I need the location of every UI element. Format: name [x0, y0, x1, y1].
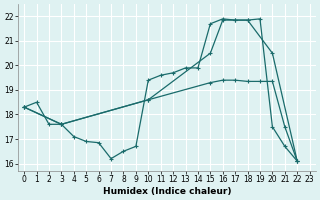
- X-axis label: Humidex (Indice chaleur): Humidex (Indice chaleur): [103, 187, 231, 196]
